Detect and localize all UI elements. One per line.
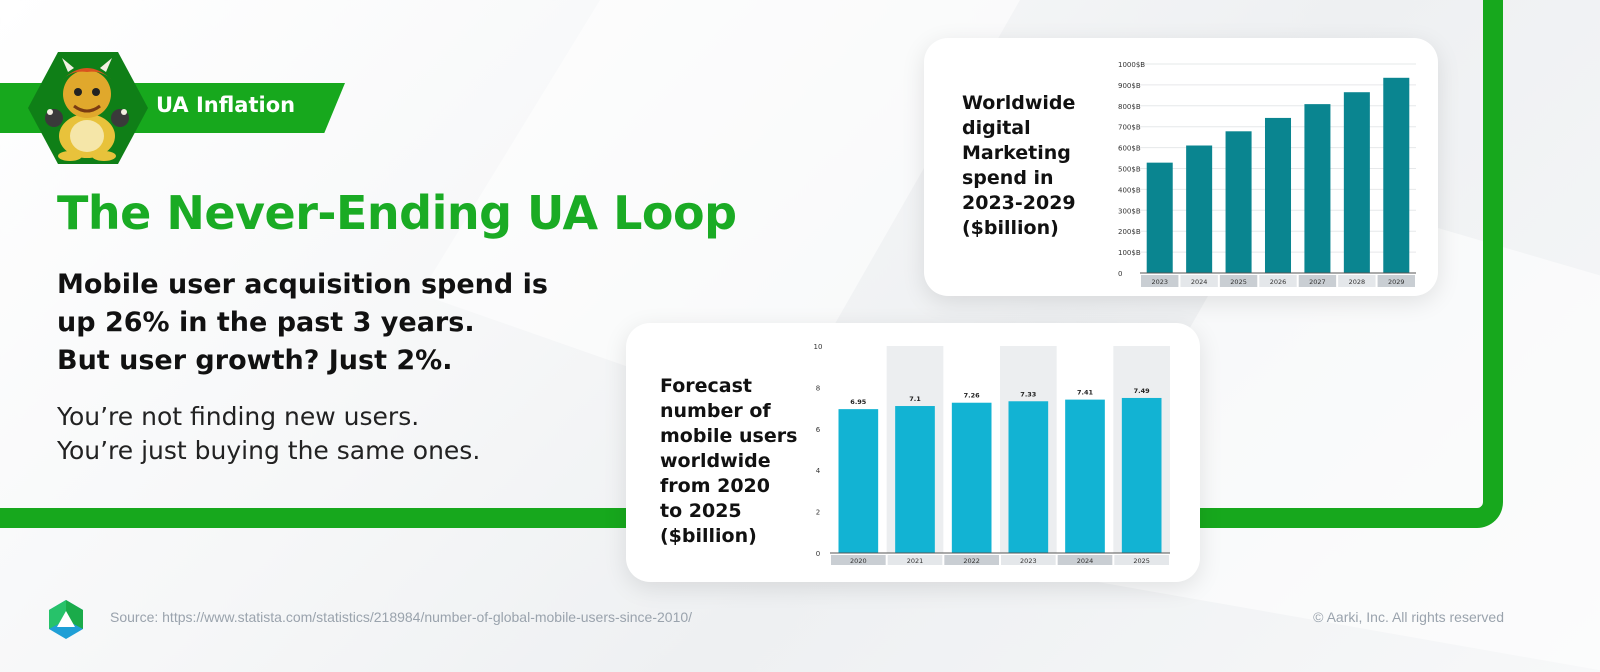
y-tick-label: 800$B: [1118, 103, 1141, 111]
chart-title-line: Forecast: [660, 375, 752, 397]
x-tick-label: 2023: [1151, 278, 1168, 286]
bar: [1146, 162, 1173, 273]
x-tick-label: 2025: [1133, 557, 1150, 565]
chart-title-line: mobile users: [660, 425, 798, 447]
x-axis-band: [1057, 555, 1113, 565]
subheadline-line: Mobile user acquisition spend is: [57, 269, 548, 300]
bar: [1225, 131, 1252, 273]
marketing-spend-bar-chart: 0 100$B 200$B 300$B 400$B 500$B 600$B 700$B 800$…: [1118, 61, 1416, 287]
body-line: You’re just buying the same ones.: [57, 436, 481, 465]
page-title: The Never-Ending UA Loop: [57, 186, 737, 240]
bar: [1304, 104, 1331, 274]
y-tick-label: 0: [816, 550, 820, 558]
x-tick-label: 2021: [907, 557, 924, 565]
y-tick-label: 700$B: [1118, 124, 1141, 132]
chart-title-line: to 2025: [660, 500, 742, 522]
y-tick-label: 300$B: [1118, 207, 1141, 215]
chart-title-line: ($billion): [660, 525, 757, 547]
y-tick-label: 600$B: [1118, 145, 1141, 153]
mobile-users-bar-chart: 0 2 4 6 8 10 6.95 2020 7.1 2021 7.26 2022 7.33 2023 7.…: [814, 343, 1170, 565]
data-label: 7.26: [964, 392, 981, 400]
x-axis-band: [1338, 275, 1376, 287]
subheadline-line: up 26% in the past 3 years.: [57, 307, 475, 338]
x-tick-label: 2024: [1077, 557, 1094, 565]
copyright-notice: © Aarki, Inc. All rights reserved: [1313, 609, 1504, 625]
chart-title-line: from 2020: [660, 475, 770, 497]
x-axis-band: [1001, 555, 1056, 565]
y-tick-label: 8: [816, 384, 820, 392]
chart-title-line: number of: [660, 400, 771, 422]
x-axis-band: [887, 555, 943, 565]
y-tick-label: 6: [816, 426, 821, 434]
x-tick-label: 2029: [1388, 278, 1405, 286]
bar: [1186, 145, 1213, 273]
y-tick-label: 4: [816, 467, 821, 475]
chart-title: Forecast number of mobile users worldwid…: [660, 374, 797, 549]
chart-card-marketing-spend: Worldwide digital Marketing spend in 202…: [924, 38, 1438, 296]
x-tick-label: 2020: [850, 557, 867, 565]
chart-title: Worldwide digital Marketing spend in 202…: [962, 91, 1076, 241]
subheadline: Mobile user acquisition spend is up 26% …: [57, 266, 548, 380]
x-tick-label: 2025: [1230, 278, 1247, 286]
y-tick-label: 1000$B: [1118, 61, 1145, 69]
data-label: 7.33: [1020, 390, 1036, 398]
chart-title-line: digital: [962, 117, 1031, 139]
y-tick-label: 500$B: [1118, 166, 1141, 174]
y-tick-label: 900$B: [1118, 82, 1141, 90]
bar: [1065, 399, 1105, 553]
chart-title-line: ($billion): [962, 217, 1059, 239]
data-label: 7.49: [1134, 387, 1151, 395]
chart-card-mobile-users: Forecast number of mobile users worldwid…: [626, 323, 1200, 582]
y-tick-label: 10: [814, 343, 823, 351]
body-line: You’re not finding new users.: [57, 402, 420, 431]
y-tick-label: 100$B: [1118, 249, 1141, 257]
x-axis-band: [944, 555, 999, 565]
x-axis-band: [1298, 275, 1337, 287]
x-axis-band: [1259, 275, 1297, 287]
body-text: You’re not finding new users. You’re jus…: [57, 400, 480, 468]
bar: [1264, 117, 1292, 273]
x-tick-label: 2022: [963, 557, 980, 565]
source-citation: Source: https://www.statista.com/statist…: [110, 609, 693, 625]
mascot-character-icon: [45, 58, 129, 161]
bar: [1343, 92, 1370, 273]
bar: [1121, 397, 1162, 553]
x-tick-label: 2023: [1020, 557, 1037, 565]
chart-title-line: 2023-2029: [962, 192, 1076, 214]
bar: [951, 402, 992, 553]
x-tick-label: 2024: [1191, 278, 1208, 286]
bar: [895, 406, 935, 553]
tag-label: UA Inflation: [156, 93, 296, 117]
x-tick-label: 2026: [1270, 278, 1287, 286]
bar: [1008, 401, 1049, 553]
x-axis-band: [1180, 275, 1218, 287]
y-tick-label: 2: [816, 509, 820, 517]
data-label: 6.95: [850, 398, 867, 406]
data-label: 7.41: [1077, 389, 1094, 397]
y-tick-label: 0: [1118, 270, 1122, 278]
chart-title-line: Worldwide: [962, 92, 1076, 114]
aarki-logo-icon: [49, 600, 83, 639]
subheadline-line: But user growth? Just 2%.: [57, 345, 453, 376]
x-axis-band: [1219, 275, 1258, 287]
bar: [838, 409, 879, 553]
y-tick-label: 200$B: [1118, 228, 1141, 236]
x-axis-band: [1114, 555, 1169, 565]
bar: [1383, 77, 1410, 273]
chart-title-line: worldwide: [660, 450, 771, 472]
y-tick-label: 400$B: [1118, 186, 1141, 194]
chart-title-line: spend in: [962, 167, 1054, 189]
x-axis-band: [831, 555, 886, 565]
x-axis-band: [1377, 275, 1415, 287]
x-axis-band: [1141, 275, 1179, 287]
data-label: 7.1: [909, 395, 921, 403]
x-tick-label: 2027: [1309, 278, 1326, 286]
chart-title-line: Marketing: [962, 142, 1071, 164]
x-tick-label: 2028: [1349, 278, 1366, 286]
